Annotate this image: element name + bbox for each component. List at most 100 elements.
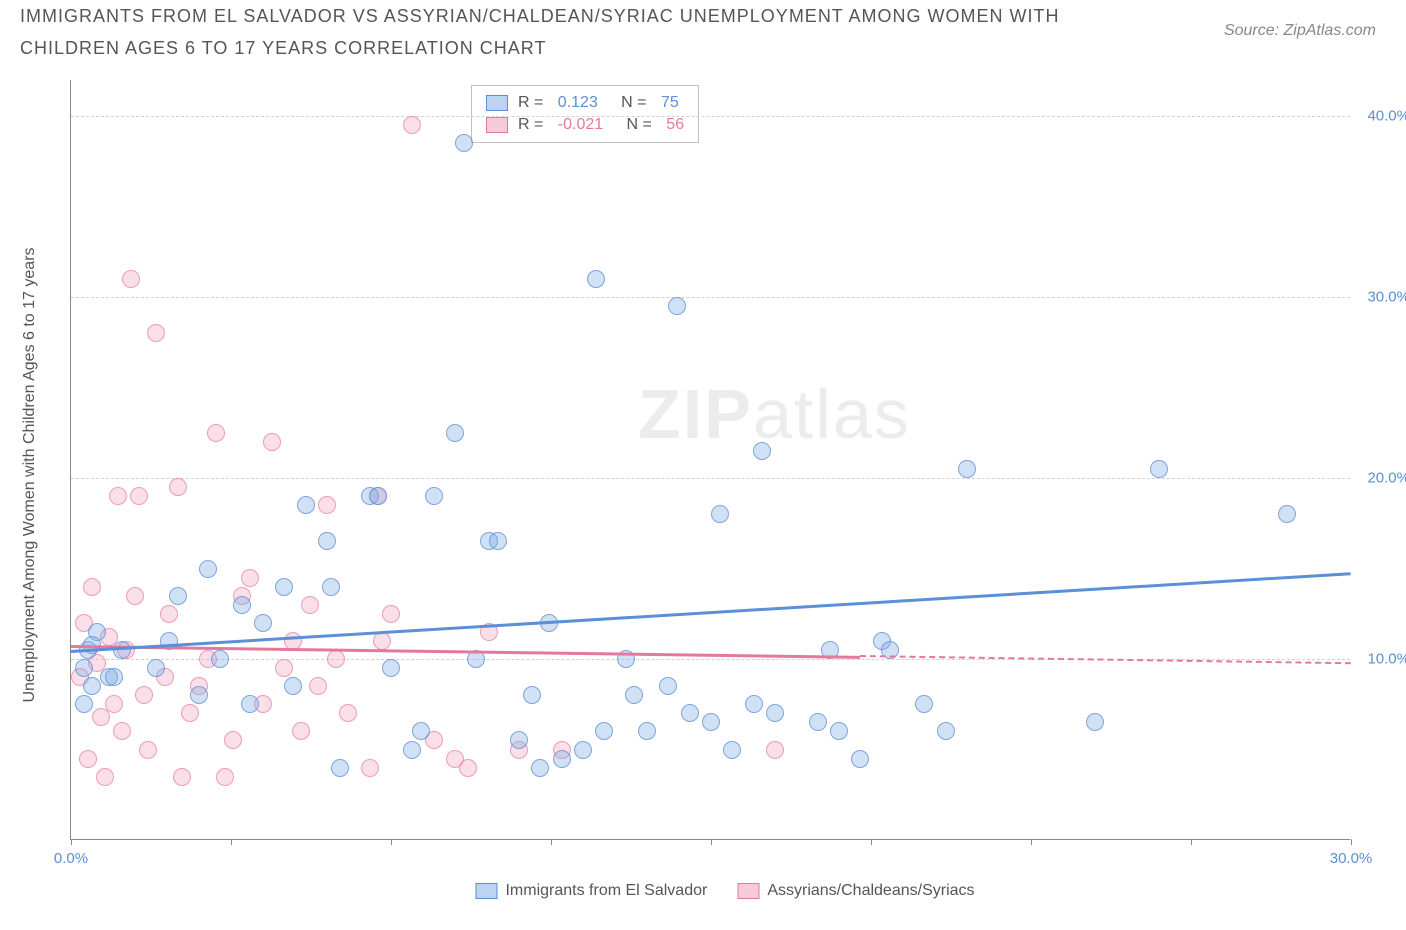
scatter-marker bbox=[625, 686, 643, 704]
x-tick bbox=[1351, 839, 1352, 845]
scatter-marker bbox=[339, 704, 357, 722]
scatter-marker bbox=[109, 487, 127, 505]
scatter-marker bbox=[105, 695, 123, 713]
scatter-marker bbox=[309, 677, 327, 695]
scatter-marker bbox=[668, 297, 686, 315]
scatter-marker bbox=[540, 614, 558, 632]
legend-n-value-pink: 56 bbox=[666, 116, 684, 134]
grid-line bbox=[71, 478, 1350, 479]
scatter-marker bbox=[702, 713, 720, 731]
scatter-marker bbox=[361, 759, 379, 777]
scatter-marker bbox=[881, 641, 899, 659]
chart-title: IMMIGRANTS FROM EL SALVADOR VS ASSYRIAN/… bbox=[20, 0, 1070, 65]
x-tick bbox=[871, 839, 872, 845]
scatter-marker bbox=[83, 578, 101, 596]
bottom-legend: Immigrants from El Salvador Assyrians/Ch… bbox=[475, 882, 974, 900]
legend-box: R = 0.123 N = 75 R = -0.021 N = 56 bbox=[471, 85, 699, 143]
scatter-marker bbox=[263, 433, 281, 451]
scatter-marker bbox=[275, 659, 293, 677]
scatter-marker bbox=[331, 759, 349, 777]
scatter-marker bbox=[937, 722, 955, 740]
legend-swatch-pink bbox=[737, 883, 759, 899]
scatter-marker bbox=[297, 496, 315, 514]
x-tick-label: 0.0% bbox=[54, 850, 88, 867]
scatter-marker bbox=[216, 768, 234, 786]
scatter-marker bbox=[190, 686, 208, 704]
chart-area: Unemployment Among Women with Children A… bbox=[70, 80, 1380, 870]
grid-line bbox=[71, 297, 1350, 298]
scatter-marker bbox=[403, 116, 421, 134]
scatter-marker bbox=[160, 605, 178, 623]
scatter-marker bbox=[595, 722, 613, 740]
scatter-marker bbox=[659, 677, 677, 695]
scatter-marker bbox=[425, 487, 443, 505]
x-tick bbox=[231, 839, 232, 845]
scatter-marker bbox=[147, 324, 165, 342]
scatter-marker bbox=[382, 605, 400, 623]
scatter-marker bbox=[224, 731, 242, 749]
scatter-marker bbox=[489, 532, 507, 550]
bottom-legend-label-pink: Assyrians/Chaldeans/Syriacs bbox=[767, 882, 974, 900]
scatter-marker bbox=[173, 768, 191, 786]
scatter-marker bbox=[915, 695, 933, 713]
legend-n-value-blue: 75 bbox=[661, 94, 679, 112]
scatter-marker bbox=[83, 677, 101, 695]
x-tick bbox=[551, 839, 552, 845]
bottom-legend-label-blue: Immigrants from El Salvador bbox=[505, 882, 707, 900]
scatter-marker bbox=[958, 460, 976, 478]
scatter-marker bbox=[403, 741, 421, 759]
bottom-legend-blue: Immigrants from El Salvador bbox=[475, 882, 707, 900]
scatter-marker bbox=[446, 424, 464, 442]
legend-r-value-blue: 0.123 bbox=[558, 94, 598, 112]
scatter-marker bbox=[523, 686, 541, 704]
scatter-marker bbox=[318, 496, 336, 514]
legend-swatch-blue bbox=[486, 95, 508, 111]
scatter-marker bbox=[766, 741, 784, 759]
scatter-marker bbox=[169, 478, 187, 496]
legend-swatch-blue bbox=[475, 883, 497, 899]
watermark-rest: atlas bbox=[753, 375, 911, 453]
regression-line bbox=[71, 645, 860, 658]
scatter-marker bbox=[382, 659, 400, 677]
scatter-marker bbox=[241, 695, 259, 713]
scatter-marker bbox=[851, 750, 869, 768]
scatter-marker bbox=[169, 587, 187, 605]
scatter-marker bbox=[587, 270, 605, 288]
legend-row-pink: R = -0.021 N = 56 bbox=[486, 114, 684, 136]
scatter-marker bbox=[369, 487, 387, 505]
scatter-marker bbox=[1278, 505, 1296, 523]
legend-n-label: N = bbox=[608, 94, 651, 112]
x-tick-label: 30.0% bbox=[1330, 850, 1373, 867]
x-tick bbox=[1031, 839, 1032, 845]
scatter-marker bbox=[130, 487, 148, 505]
scatter-marker bbox=[160, 632, 178, 650]
scatter-marker bbox=[531, 759, 549, 777]
scatter-marker bbox=[284, 677, 302, 695]
scatter-marker bbox=[327, 650, 345, 668]
x-tick bbox=[1191, 839, 1192, 845]
scatter-marker bbox=[373, 632, 391, 650]
scatter-marker bbox=[480, 623, 498, 641]
scatter-marker bbox=[241, 569, 259, 587]
scatter-marker bbox=[617, 650, 635, 668]
x-tick bbox=[71, 839, 72, 845]
x-tick bbox=[711, 839, 712, 845]
legend-n-label: N = bbox=[613, 116, 656, 134]
scatter-marker bbox=[467, 650, 485, 668]
legend-row-blue: R = 0.123 N = 75 bbox=[486, 92, 684, 114]
scatter-marker bbox=[135, 686, 153, 704]
scatter-marker bbox=[105, 668, 123, 686]
y-tick-label: 10.0% bbox=[1367, 651, 1406, 668]
y-tick-label: 30.0% bbox=[1367, 289, 1406, 306]
scatter-marker bbox=[574, 741, 592, 759]
scatter-marker bbox=[830, 722, 848, 740]
y-tick-label: 20.0% bbox=[1367, 470, 1406, 487]
y-axis-label: Unemployment Among Women with Children A… bbox=[21, 247, 39, 702]
header: IMMIGRANTS FROM EL SALVADOR VS ASSYRIAN/… bbox=[20, 0, 1376, 65]
grid-line bbox=[71, 659, 1350, 660]
scatter-marker bbox=[96, 768, 114, 786]
scatter-marker bbox=[412, 722, 430, 740]
plot-region: ZIPatlas R = 0.123 N = 75 R = -0.021 N =… bbox=[70, 80, 1350, 840]
scatter-marker bbox=[723, 741, 741, 759]
scatter-marker bbox=[181, 704, 199, 722]
